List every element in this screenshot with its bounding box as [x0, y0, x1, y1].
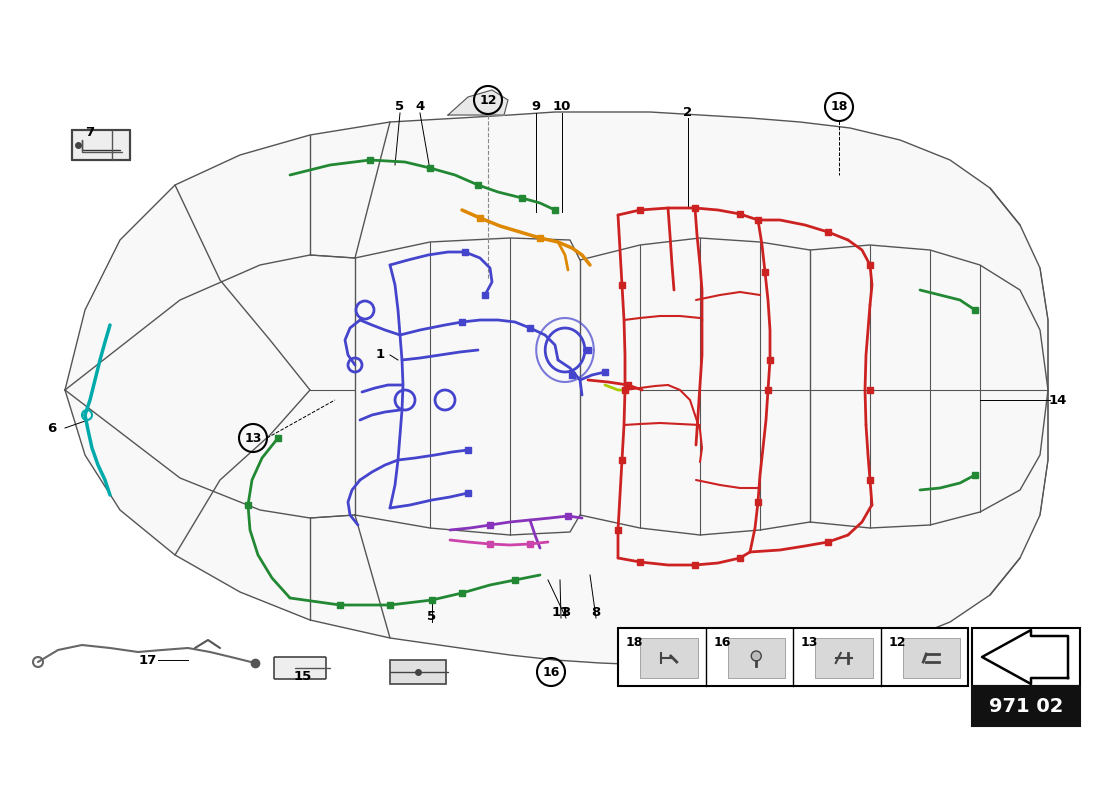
Text: 11: 11 — [552, 606, 570, 618]
Text: 16: 16 — [714, 636, 730, 649]
Bar — [390, 660, 446, 684]
FancyBboxPatch shape — [274, 657, 326, 679]
Text: 5: 5 — [395, 101, 405, 114]
Bar — [618, 628, 968, 686]
Text: 12: 12 — [480, 94, 497, 106]
Text: 7: 7 — [86, 126, 95, 138]
Text: 4: 4 — [416, 101, 425, 114]
Text: 14: 14 — [1048, 394, 1067, 406]
Text: 15: 15 — [294, 670, 312, 682]
Text: 12: 12 — [889, 636, 906, 649]
Text: 18: 18 — [626, 636, 644, 649]
Bar — [815, 638, 872, 678]
Text: 13: 13 — [801, 636, 818, 649]
Text: 5: 5 — [428, 610, 437, 622]
Text: a passion for parts: a passion for parts — [424, 351, 737, 539]
Polygon shape — [72, 130, 130, 160]
Bar — [972, 628, 1080, 686]
Text: 17: 17 — [139, 654, 157, 666]
Text: 3: 3 — [561, 606, 571, 618]
Text: 9: 9 — [531, 101, 540, 114]
Text: 13: 13 — [244, 431, 262, 445]
Bar — [727, 638, 785, 678]
Text: 10: 10 — [553, 101, 571, 114]
Bar — [640, 638, 697, 678]
Text: 8: 8 — [592, 606, 601, 618]
Bar — [972, 686, 1080, 726]
Circle shape — [751, 651, 761, 661]
Bar — [902, 638, 960, 678]
Text: 971 02: 971 02 — [989, 697, 1064, 715]
Polygon shape — [982, 630, 1068, 684]
Text: 1: 1 — [375, 349, 385, 362]
Text: 16: 16 — [542, 666, 560, 678]
Polygon shape — [65, 112, 1048, 665]
Text: 6: 6 — [47, 422, 56, 434]
Text: eurosteves: eurosteves — [299, 227, 780, 533]
Polygon shape — [448, 90, 508, 115]
Text: 18: 18 — [830, 101, 848, 114]
Text: 2: 2 — [683, 106, 693, 118]
